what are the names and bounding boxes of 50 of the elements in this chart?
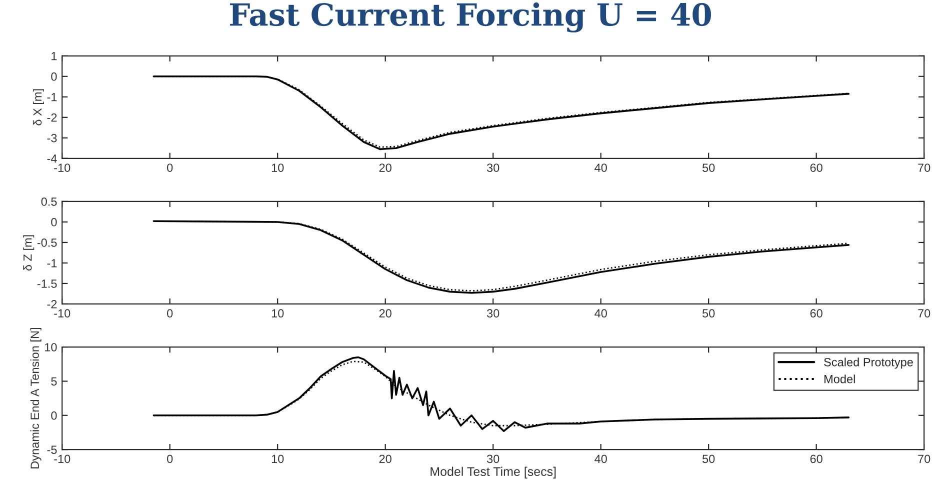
x-axis-title: Model Test Time [secs] xyxy=(430,466,556,478)
y-tick-label: -3 xyxy=(47,134,57,142)
y-tick-label: 10 xyxy=(45,343,57,352)
x-tick-label: 60 xyxy=(810,454,822,464)
y-axis-title: Dynamic End A Tension [N] xyxy=(30,328,42,468)
x-tick-label: -10 xyxy=(54,309,70,318)
x-tick-label: 70 xyxy=(918,309,930,318)
x-tick-label: 70 xyxy=(918,164,930,172)
x-tick-label: -10 xyxy=(54,164,70,172)
legend-label: Model xyxy=(824,374,855,384)
x-tick-label: 0 xyxy=(167,164,173,172)
x-tick-label: 20 xyxy=(379,309,392,318)
y-tick-label: -1.5 xyxy=(37,280,57,288)
x-tick-label: 10 xyxy=(272,164,284,172)
x-tick-label: 50 xyxy=(702,309,715,318)
y-axis-title: δ X [m] xyxy=(32,89,44,126)
y-tick-label: -5 xyxy=(47,446,57,454)
x-tick-label: 0 xyxy=(167,454,173,464)
y-tick-label: -4 xyxy=(47,154,57,163)
x-tick-label: 20 xyxy=(379,164,392,172)
y-tick-label: 5 xyxy=(51,377,57,386)
y-tick-label: 0 xyxy=(51,218,57,226)
x-tick-label: 0 xyxy=(167,309,173,318)
y-tick-label: -0.5 xyxy=(37,238,57,247)
y-tick-label: 0 xyxy=(51,411,57,420)
x-tick-label: -10 xyxy=(54,454,70,464)
x-tick-label: 40 xyxy=(594,164,607,172)
y-tick-label: -2 xyxy=(47,113,57,122)
y-tick-label: 0 xyxy=(51,72,57,81)
x-tick-label: 40 xyxy=(594,454,607,464)
y-tick-label: 0.5 xyxy=(41,197,57,206)
y-tick-label: -1 xyxy=(47,259,57,268)
x-tick-label: 60 xyxy=(810,164,822,172)
chart-title: Fast Current Forcing U = 40 xyxy=(230,2,712,32)
x-tick-label: 30 xyxy=(486,164,500,172)
x-tick-label: 10 xyxy=(272,309,284,318)
x-tick-label: 10 xyxy=(272,454,284,464)
x-tick-label: 50 xyxy=(702,164,715,172)
y-tick-label: -2 xyxy=(47,300,57,308)
x-tick-label: 40 xyxy=(594,309,607,318)
x-tick-label: 30 xyxy=(486,309,500,318)
legend-label: Scaled Prototype xyxy=(824,358,913,369)
y-tick-label: 1 xyxy=(52,52,57,60)
x-tick-label: 30 xyxy=(486,454,500,464)
x-tick-label: 50 xyxy=(702,454,715,464)
y-tick-label: -1 xyxy=(47,93,57,102)
x-tick-label: 60 xyxy=(810,309,822,318)
x-tick-label: 20 xyxy=(379,454,392,464)
y-axis-title: δ Z [m] xyxy=(23,235,34,271)
x-tick-label: 70 xyxy=(918,454,930,464)
